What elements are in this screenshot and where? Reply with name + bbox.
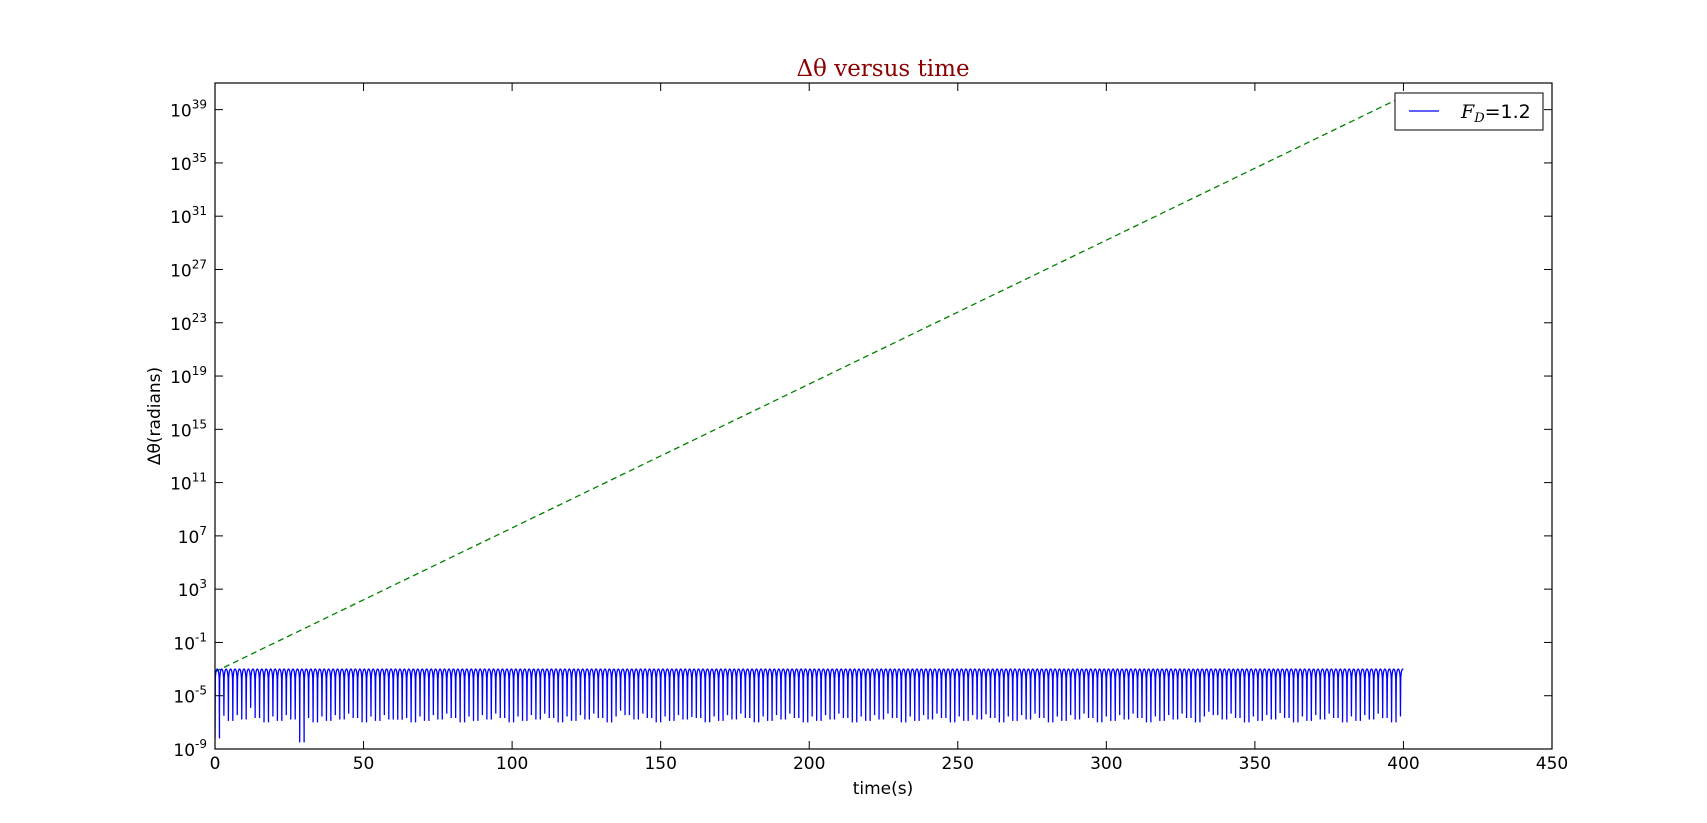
chart-title: Δθ versus time — [796, 56, 969, 82]
y-tick-label: 10-5 — [173, 684, 207, 708]
y-tick-label: 1015 — [170, 417, 207, 441]
x-tick-label: 50 — [353, 754, 375, 774]
x-tick-label: 350 — [1239, 754, 1271, 774]
y-tick-label: 1039 — [170, 98, 207, 122]
x-axis-label: time(s) — [853, 779, 914, 799]
legend-symbol: F — [1460, 101, 1475, 123]
y-tick-label: 10-1 — [173, 630, 207, 654]
x-tick-label: 150 — [644, 754, 676, 774]
y-tick-label: 1011 — [170, 471, 207, 495]
y-tick-label: 107 — [178, 524, 207, 548]
y-tick-label: 10-9 — [173, 737, 207, 761]
series-oscillation-line — [215, 668, 1404, 743]
x-tick-label: 200 — [793, 754, 825, 774]
ticks-layer: 0 50 100 150 200 250 300 350 400 450 10-9 10-5 10-1 1… — [170, 83, 1568, 774]
y-tick-label: 1027 — [170, 257, 207, 281]
x-tick-label: 450 — [1536, 754, 1568, 774]
x-tick-label: 0 — [210, 754, 221, 774]
y-tick-label: 103 — [178, 577, 207, 601]
y-tick-label: 1035 — [170, 151, 207, 175]
series-dashed-line — [215, 95, 1404, 673]
x-tick-label: 300 — [1090, 754, 1122, 774]
x-tick-label: 250 — [942, 754, 974, 774]
y-tick-label: 1031 — [170, 204, 207, 228]
plot-frame — [214, 82, 1553, 750]
legend-suffix: =1.2 — [1485, 101, 1531, 123]
legend: FD=1.2 — [1394, 92, 1544, 131]
series-layer — [215, 95, 1404, 743]
legend-entry-label: FD=1.2 — [1460, 101, 1531, 126]
plot-area — [215, 95, 1404, 743]
x-tick-label: 100 — [496, 754, 528, 774]
x-tick-label: 400 — [1387, 754, 1419, 774]
legend-subscript: D — [1473, 111, 1485, 126]
y-axis-label: Δθ(radians) — [145, 367, 165, 465]
y-tick-label: 1019 — [170, 364, 207, 388]
y-tick-label: 1023 — [170, 311, 207, 335]
